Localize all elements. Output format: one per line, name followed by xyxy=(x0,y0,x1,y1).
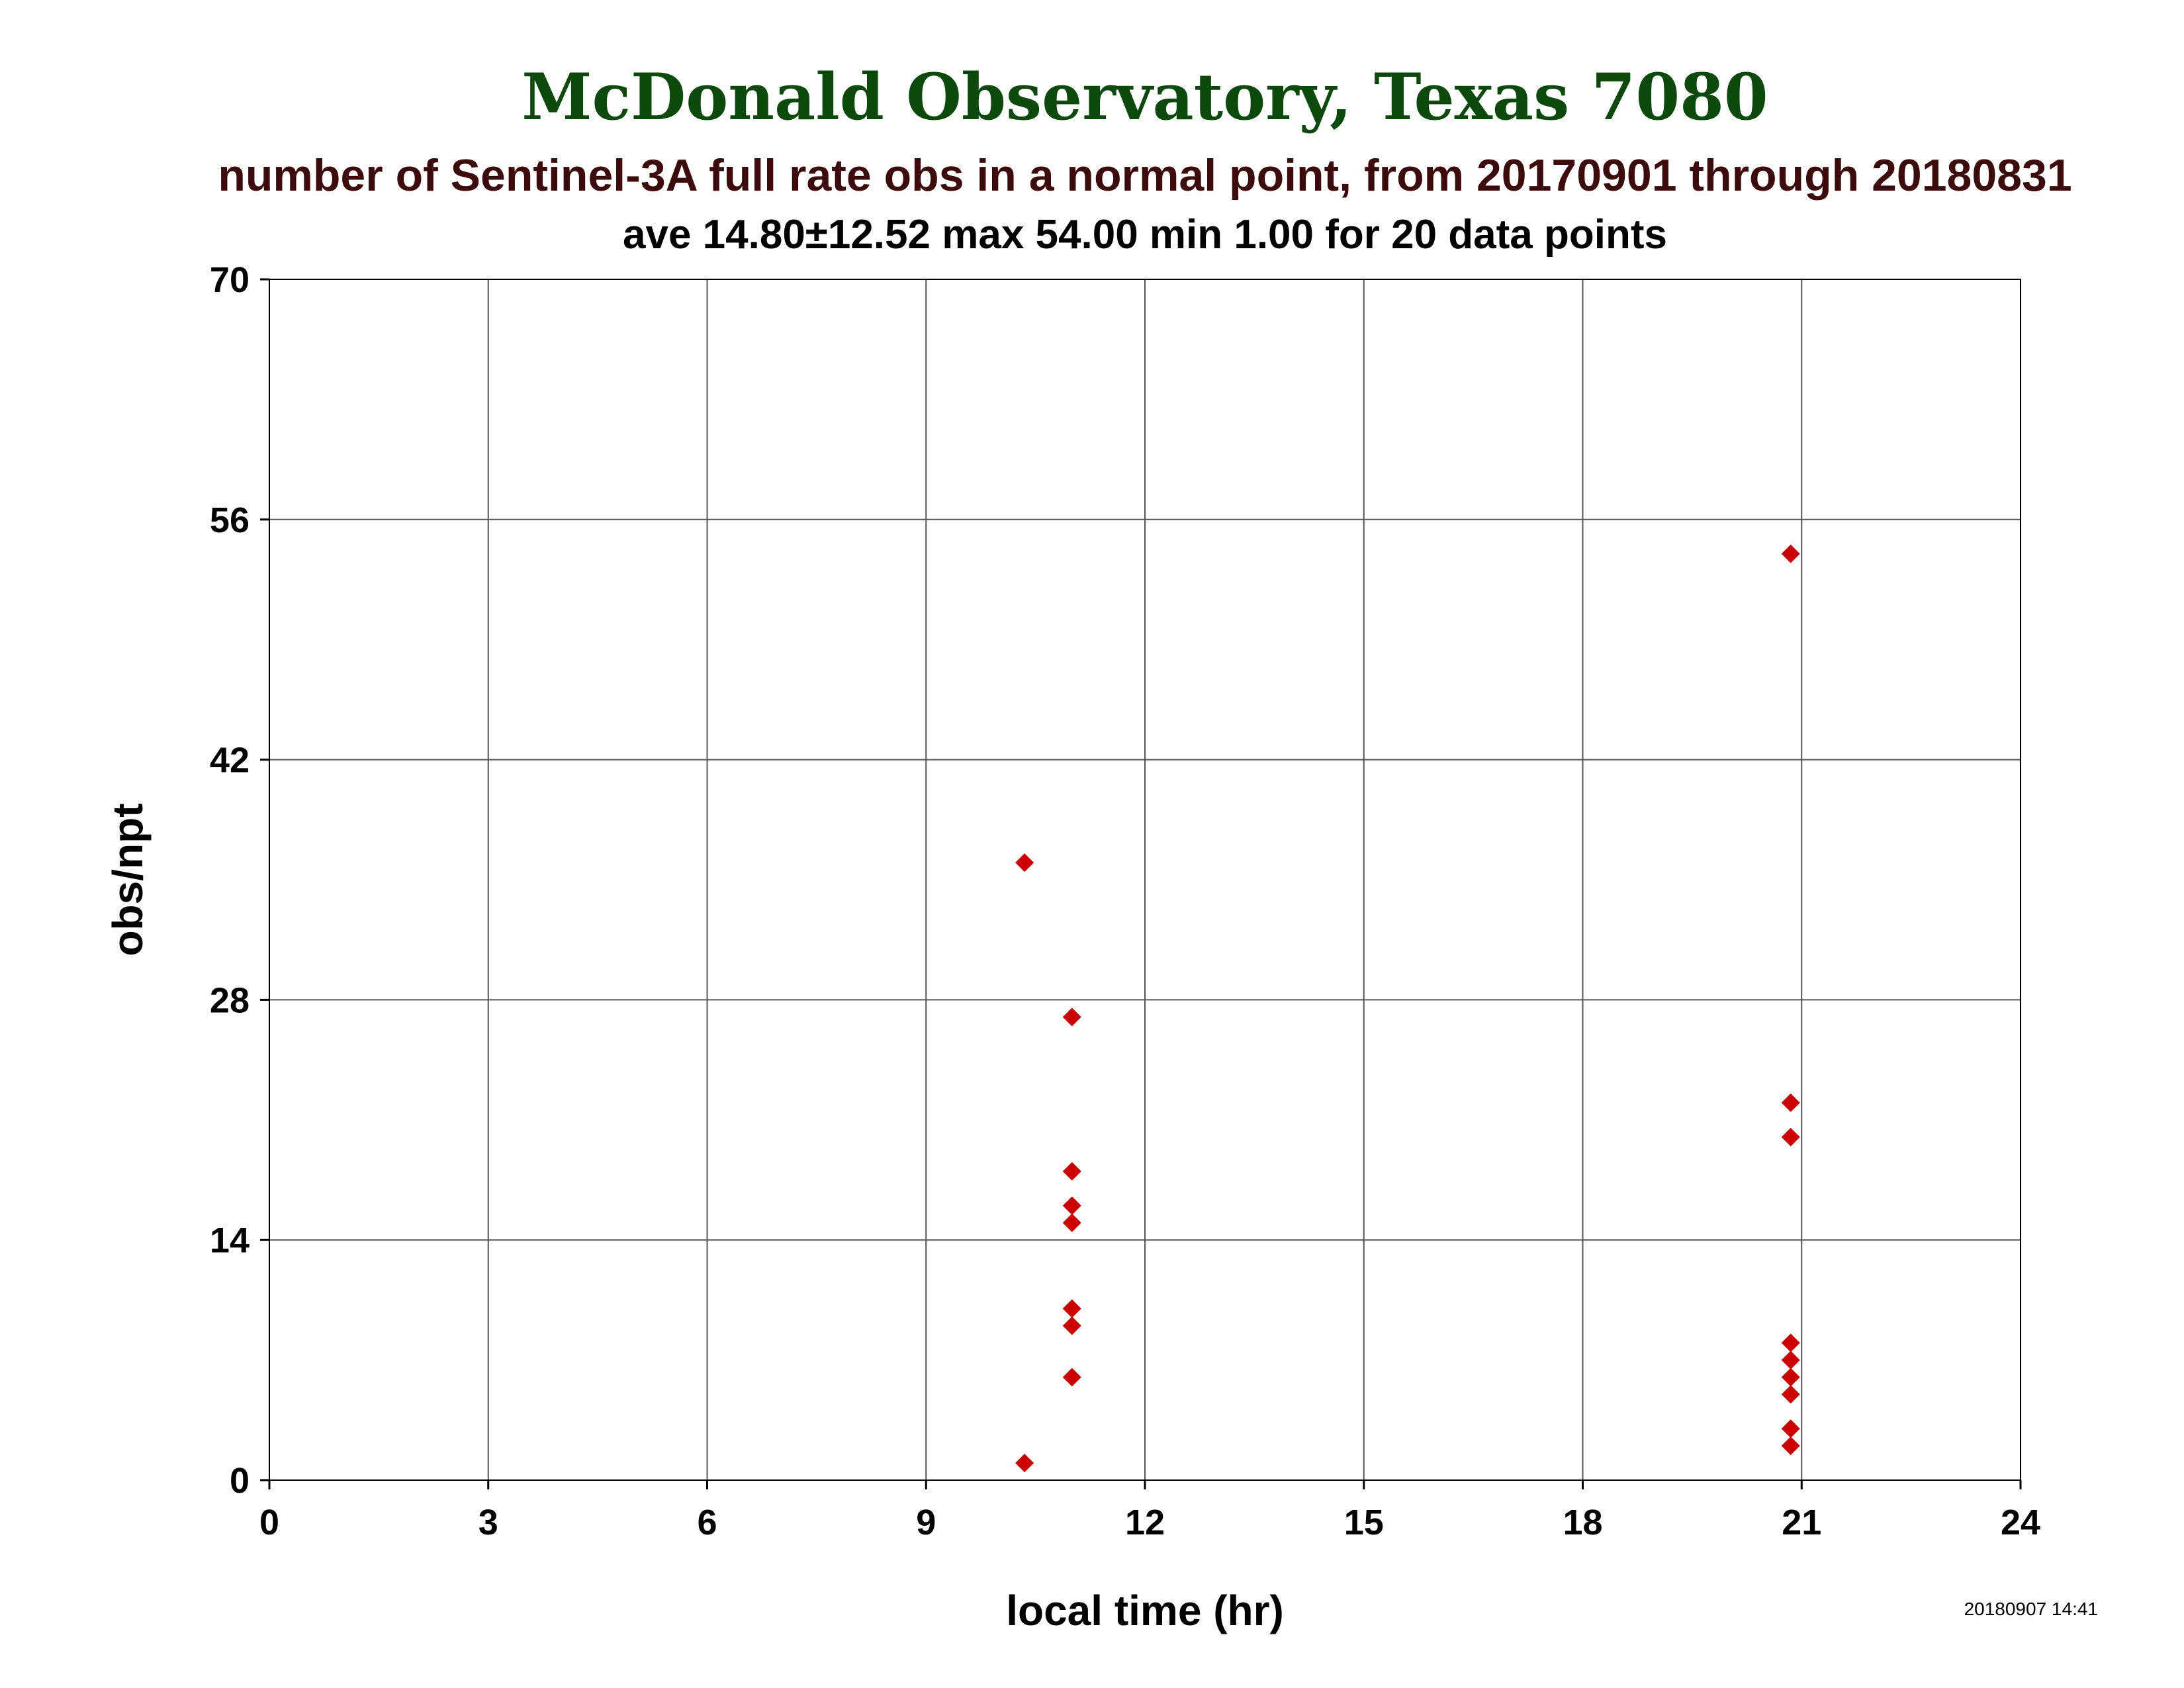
data-point xyxy=(1062,1196,1081,1215)
data-point xyxy=(1062,1316,1081,1335)
data-point xyxy=(1781,1093,1800,1112)
data-point xyxy=(1062,1162,1081,1181)
y-tick-label: 14 xyxy=(210,1221,250,1260)
chart-subtitle: number of Sentinel-3A full rate obs in a… xyxy=(218,150,2071,201)
y-tick-label: 42 xyxy=(210,741,250,780)
data-point xyxy=(1781,1368,1800,1387)
x-tick-label: 21 xyxy=(1782,1503,1821,1542)
x-tick-label: 3 xyxy=(478,1503,498,1542)
y-tick-label: 0 xyxy=(230,1461,250,1501)
data-point xyxy=(1062,1213,1081,1233)
chart-title: McDonald Observatory, Texas 7080 xyxy=(522,60,1768,134)
data-point xyxy=(1015,853,1034,872)
x-tick-label: 18 xyxy=(1563,1503,1602,1542)
data-point xyxy=(1781,1333,1800,1352)
x-tick-label: 24 xyxy=(2001,1503,2040,1542)
x-axis-label: local time (hr) xyxy=(1006,1587,1284,1634)
timestamp: 20180907 14:41 xyxy=(1964,1599,2098,1619)
data-point xyxy=(1015,1454,1034,1473)
x-tick-label: 9 xyxy=(916,1503,936,1542)
x-tick-label: 12 xyxy=(1125,1503,1165,1542)
grid-lines xyxy=(260,278,2022,1489)
data-point xyxy=(1781,1350,1800,1370)
x-tick-label: 6 xyxy=(697,1503,717,1542)
data-points xyxy=(1015,544,1800,1473)
x-tick-label: 15 xyxy=(1344,1503,1384,1542)
data-point xyxy=(1781,544,1800,563)
y-axis-label: obs/npt xyxy=(104,803,152,956)
data-point xyxy=(1062,1368,1081,1387)
chart-stats: ave 14.80±12.52 max 54.00 min 1.00 for 2… xyxy=(623,212,1667,258)
plot-frame xyxy=(269,279,2021,1481)
data-point xyxy=(1062,1299,1081,1318)
y-tick-label: 28 xyxy=(210,980,250,1020)
data-point xyxy=(1781,1436,1800,1456)
data-point xyxy=(1062,1008,1081,1027)
data-point xyxy=(1781,1127,1800,1147)
y-tick-label: 56 xyxy=(210,500,250,540)
data-point xyxy=(1781,1385,1800,1404)
data-point xyxy=(1781,1419,1800,1438)
y-tick-label: 70 xyxy=(210,260,250,300)
tick-labels: 0 3 6 9 12 15 18 21 24 0 14 28 42 56 70 xyxy=(210,260,2040,1542)
x-tick-label: 0 xyxy=(259,1503,279,1542)
